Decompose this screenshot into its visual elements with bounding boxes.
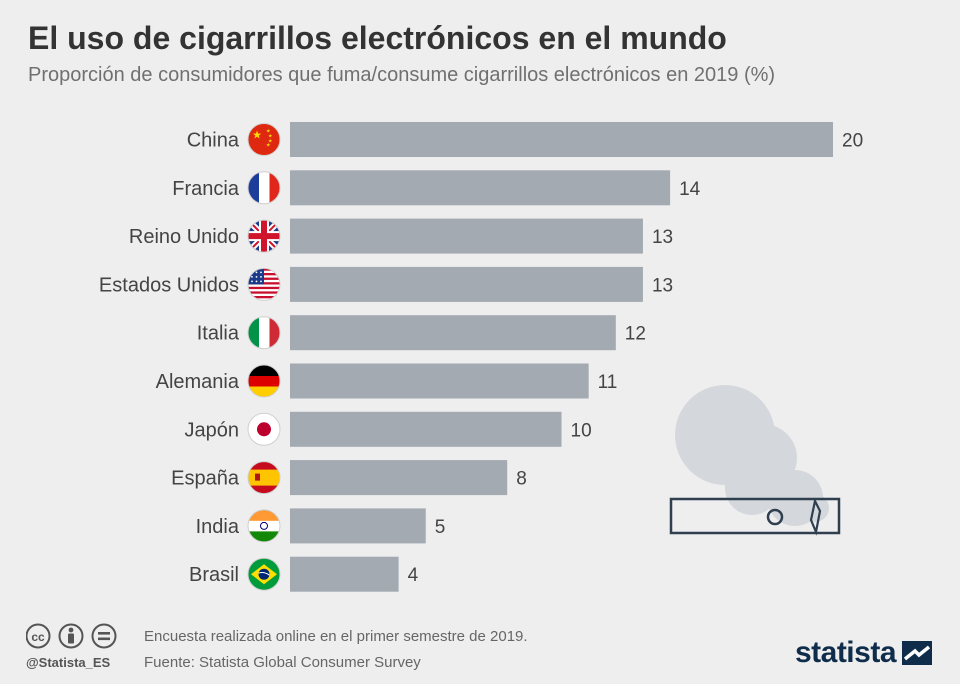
value-label: 10 — [571, 420, 592, 441]
attribution-icon — [58, 623, 84, 649]
bar-3 — [290, 218, 643, 254]
value-label: 14 — [679, 179, 701, 200]
svg-text:★: ★ — [266, 129, 271, 135]
germany-flag-icon — [247, 364, 281, 398]
bar-2 — [290, 170, 671, 206]
chart-subtitle: Proporción de consumidores que fuma/cons… — [28, 64, 776, 86]
category-label: Estados Unidos — [99, 274, 239, 296]
italy-flag-icon — [247, 316, 281, 350]
value-labels: 20 14 13 13 12 11 10 8 5 4 — [408, 131, 864, 587]
social-handle: @Statista_ES — [26, 655, 111, 670]
svg-text:★: ★ — [268, 134, 273, 140]
value-label: 11 — [598, 372, 618, 393]
category-label: Alemania — [156, 371, 240, 393]
value-label: 5 — [435, 517, 446, 538]
usa-flag-icon — [247, 267, 281, 301]
category-label: Francia — [172, 178, 240, 200]
category-label: Reino Unido — [129, 226, 239, 248]
value-label: 12 — [625, 324, 646, 345]
svg-text:★: ★ — [252, 130, 262, 142]
value-label: 13 — [652, 275, 673, 296]
no-derivatives-icon — [91, 623, 117, 649]
cc-icon: cc — [25, 623, 51, 649]
uk-flag-icon — [247, 219, 281, 253]
category-label: India — [196, 516, 240, 538]
bar-9 — [290, 508, 426, 544]
japan-flag-icon — [247, 412, 281, 446]
survey-note: Encuesta realizada online en el primer s… — [144, 628, 528, 645]
india-flag-icon — [247, 509, 281, 543]
source-note: Fuente: Statista Global Consumer Survey — [144, 654, 421, 671]
bar-10 — [290, 556, 399, 592]
value-label: 4 — [408, 565, 419, 586]
e-cigarette-illustration — [669, 385, 841, 536]
chart-title: El uso de cigarrillos electrónicos en el… — [28, 20, 727, 56]
bar-6 — [290, 363, 589, 399]
category-label: Italia — [197, 323, 240, 345]
bar-1 — [290, 122, 833, 157]
brand-name: statista — [794, 636, 897, 669]
license-icons: cc — [25, 623, 126, 658]
category-label: España — [171, 468, 240, 490]
statista-logo: statista — [795, 636, 932, 670]
spain-flag-icon — [247, 461, 281, 495]
flag-icons: ★ ★★★★ — [247, 123, 281, 591]
france-flag-icon — [247, 171, 281, 205]
value-label: 13 — [652, 227, 673, 248]
value-label: 20 — [842, 131, 863, 152]
category-label: China — [187, 130, 240, 152]
svg-text:★: ★ — [266, 143, 271, 149]
statista-logo-icon — [902, 641, 932, 665]
bars-group — [290, 122, 833, 592]
brazil-flag-icon — [247, 557, 281, 591]
category-label: Japón — [185, 419, 240, 441]
bar-7 — [290, 411, 562, 447]
value-label: 8 — [516, 469, 527, 490]
category-label: Brasil — [189, 564, 239, 586]
svg-text:★: ★ — [268, 139, 273, 145]
category-labels: China Francia Reino Unido Estados Unidos Ita… — [99, 130, 240, 587]
bar-8 — [290, 460, 508, 496]
china-flag-icon: ★ ★★★★ — [247, 123, 281, 156]
svg-text:cc: cc — [31, 630, 45, 644]
bar-5 — [290, 315, 616, 351]
bar-4 — [290, 266, 643, 302]
